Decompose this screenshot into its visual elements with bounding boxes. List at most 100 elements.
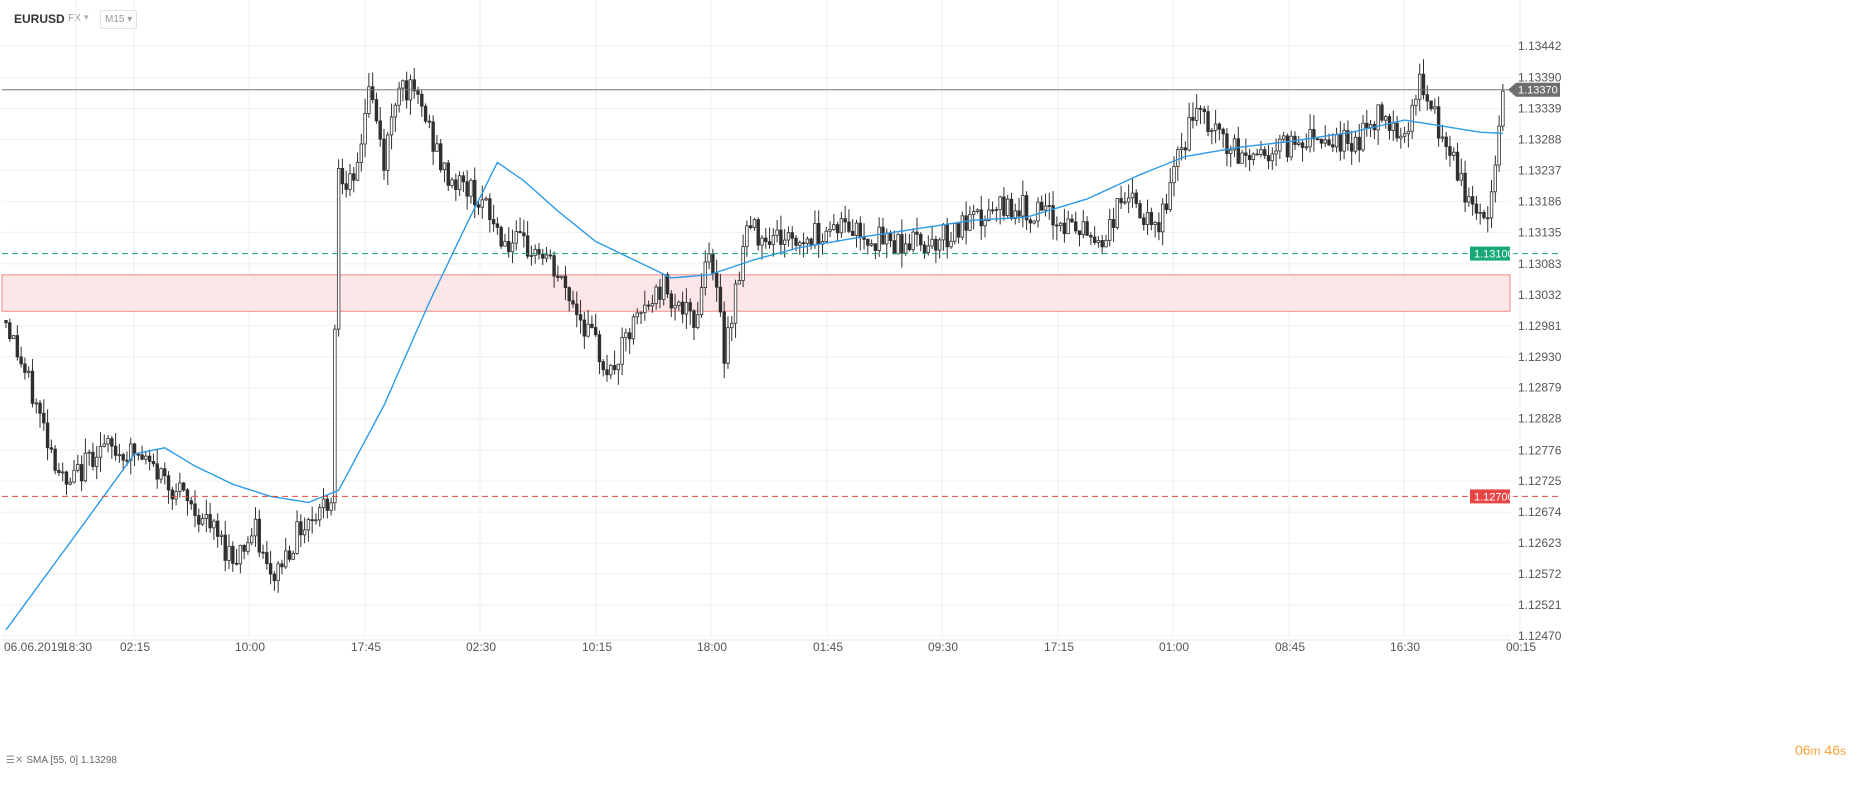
candle bbox=[960, 211, 965, 241]
candle bbox=[809, 237, 813, 250]
candle bbox=[851, 219, 855, 236]
candle bbox=[756, 217, 760, 251]
candle bbox=[1074, 211, 1078, 234]
candle bbox=[1289, 130, 1293, 161]
candle bbox=[310, 506, 314, 534]
candle bbox=[1085, 216, 1089, 236]
candle bbox=[249, 527, 254, 546]
x-tick-label: 17:15 bbox=[1044, 640, 1074, 654]
symbol-label[interactable]: EURUSD bbox=[14, 12, 65, 26]
candle bbox=[1221, 127, 1225, 148]
y-tick-label: 1.12470 bbox=[1518, 629, 1562, 643]
candle bbox=[514, 220, 518, 251]
candle bbox=[401, 79, 405, 102]
candle bbox=[824, 226, 828, 243]
sma-line bbox=[5, 119, 1503, 631]
candle bbox=[907, 234, 912, 252]
current-price-badge: 1.13370 bbox=[1508, 82, 1560, 97]
x-tick-label: 10:15 bbox=[582, 640, 612, 654]
x-tick-label: 00:15 bbox=[1506, 640, 1536, 654]
candle bbox=[11, 335, 16, 340]
candle bbox=[491, 204, 496, 232]
candle bbox=[49, 439, 54, 454]
x-tick-label: 01:45 bbox=[813, 640, 843, 654]
candle bbox=[1418, 63, 1422, 112]
candle bbox=[378, 107, 382, 147]
candle bbox=[1138, 199, 1142, 219]
candle bbox=[219, 530, 224, 546]
level-line[interactable]: 1.12700 bbox=[2, 489, 1562, 504]
candle bbox=[95, 446, 99, 480]
candle bbox=[1232, 134, 1237, 158]
candle bbox=[68, 477, 72, 486]
timeframe-selector[interactable]: M15 ▾ bbox=[100, 10, 138, 29]
y-tick-label: 1.12776 bbox=[1518, 443, 1562, 457]
candle bbox=[185, 487, 190, 516]
candle bbox=[435, 134, 439, 152]
candle bbox=[45, 409, 50, 461]
candle bbox=[295, 510, 299, 555]
candle bbox=[238, 544, 243, 574]
chevron-down-icon[interactable]: ▾ bbox=[84, 12, 89, 22]
candle bbox=[242, 544, 246, 560]
candle bbox=[1195, 94, 1199, 126]
candle-timer: 06m 46s bbox=[1795, 742, 1846, 758]
candle bbox=[654, 284, 658, 310]
timer-min-unit: m bbox=[1810, 744, 1821, 758]
candle bbox=[91, 442, 95, 471]
candle bbox=[1402, 126, 1407, 143]
candle bbox=[1081, 209, 1085, 239]
candle bbox=[1047, 192, 1051, 220]
candle bbox=[344, 170, 348, 198]
indicator-legend[interactable]: ☰✕ SMA [55, 0] 1.13298 bbox=[6, 755, 117, 766]
candle bbox=[257, 509, 261, 558]
candle bbox=[760, 235, 764, 260]
candle bbox=[752, 217, 757, 231]
candle bbox=[1149, 207, 1154, 231]
current-price-label: 1.13370 bbox=[1518, 85, 1558, 97]
instrument-header: EURUSD FX ▾ M15 ▾ bbox=[0, 0, 600, 36]
candle bbox=[1467, 187, 1471, 207]
candle bbox=[61, 462, 65, 482]
y-tick-label: 1.13339 bbox=[1518, 102, 1562, 116]
candle bbox=[193, 490, 197, 528]
candle bbox=[718, 273, 723, 317]
candle bbox=[1100, 234, 1104, 255]
candle bbox=[306, 517, 311, 542]
candle bbox=[321, 488, 326, 519]
x-tick-label: 01:00 bbox=[1159, 640, 1189, 654]
candle bbox=[1444, 131, 1448, 160]
level-line[interactable]: 1.13100 bbox=[2, 246, 1562, 261]
candle bbox=[1365, 109, 1369, 137]
candle bbox=[1399, 127, 1403, 149]
candle bbox=[318, 503, 322, 527]
candle bbox=[1187, 102, 1191, 152]
candle bbox=[877, 217, 881, 257]
candle bbox=[359, 133, 364, 172]
candle bbox=[624, 328, 628, 352]
candle bbox=[1247, 148, 1252, 172]
y-tick-label: 1.12674 bbox=[1518, 505, 1562, 519]
candle bbox=[1501, 84, 1505, 132]
candle bbox=[771, 228, 776, 257]
candle bbox=[1066, 210, 1070, 235]
candle bbox=[658, 278, 662, 309]
candle bbox=[461, 171, 466, 193]
candle bbox=[782, 229, 787, 258]
candle bbox=[151, 453, 156, 467]
price-levels[interactable]: 1.13100 1.12700 bbox=[2, 246, 1562, 504]
candle bbox=[975, 208, 980, 214]
settings-icon[interactable]: ☰✕ bbox=[6, 755, 24, 766]
candle bbox=[38, 400, 42, 428]
candle bbox=[1414, 94, 1418, 116]
candle bbox=[552, 251, 556, 288]
candle bbox=[1089, 232, 1093, 245]
x-tick-label: 02:30 bbox=[466, 640, 496, 654]
candle bbox=[590, 315, 594, 329]
candle bbox=[537, 243, 541, 260]
candle bbox=[1285, 133, 1290, 163]
candle bbox=[680, 291, 685, 324]
candle bbox=[748, 215, 753, 230]
candle bbox=[374, 92, 379, 124]
